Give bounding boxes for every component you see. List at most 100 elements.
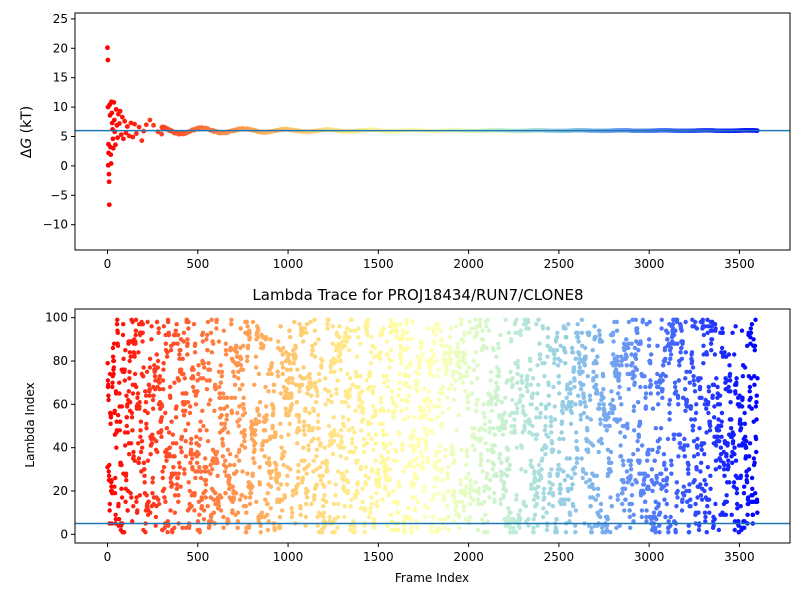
lambda-point (324, 460, 330, 466)
lambda-point (373, 458, 378, 463)
lambda-point (171, 464, 176, 470)
delta-g-x-tick-label: 1500 (363, 257, 394, 271)
lambda-point (178, 347, 183, 353)
lambda-point (432, 341, 437, 346)
lambda-point (135, 441, 141, 446)
lambda-point (368, 510, 373, 515)
lambda-point (154, 352, 159, 357)
lambda-point (478, 462, 483, 468)
lambda-point (143, 399, 149, 405)
lambda-point (614, 319, 620, 325)
lambda-point (575, 456, 580, 461)
lambda-point (295, 367, 300, 372)
lambda-point (371, 447, 376, 453)
lambda-point (473, 350, 479, 355)
lambda-point (192, 350, 198, 355)
lambda-point (475, 527, 481, 533)
lambda-point (354, 354, 360, 359)
lambda-point (751, 337, 756, 342)
lambda-point (488, 477, 493, 483)
lambda-point (131, 503, 136, 509)
lambda-point (352, 328, 358, 333)
lambda-point (540, 326, 546, 331)
lambda-point (594, 473, 600, 479)
lambda-point (436, 367, 441, 372)
lambda-point (406, 373, 412, 379)
lambda-point (633, 352, 638, 357)
lambda-point (618, 354, 624, 359)
lambda-point (152, 373, 158, 379)
lambda-point (399, 345, 405, 351)
lambda-point (232, 373, 237, 379)
lambda-point (300, 330, 306, 336)
lambda-point (366, 475, 371, 481)
lambda-point (435, 415, 440, 420)
lambda-point (564, 395, 569, 401)
lambda-point (527, 419, 532, 424)
lambda-point (157, 386, 162, 392)
lambda-point (535, 363, 540, 368)
lambda-point (609, 460, 614, 466)
lambda-point (258, 529, 263, 535)
lambda-point (684, 397, 690, 403)
lambda-point (563, 350, 568, 355)
lambda-point (277, 525, 283, 531)
lambda-point (369, 495, 374, 500)
lambda-point (611, 406, 617, 411)
lambda-point (129, 410, 135, 416)
lambda-point (639, 508, 645, 513)
lambda-trace-x-tick-label: 1500 (363, 550, 394, 564)
lambda-point (417, 404, 423, 409)
lambda-point (451, 397, 457, 403)
lambda-point (496, 345, 501, 351)
lambda-point (266, 519, 271, 524)
lambda-point (559, 430, 564, 435)
lambda-point (361, 436, 367, 442)
lambda-point (604, 428, 609, 433)
lambda-point (203, 495, 208, 500)
lambda-point (279, 360, 285, 366)
lambda-point (338, 428, 344, 433)
lambda-point (263, 497, 268, 502)
lambda-point (352, 430, 357, 435)
lambda-point (695, 436, 700, 442)
lambda-point (191, 451, 197, 457)
lambda-point (250, 319, 256, 325)
lambda-point (545, 334, 551, 340)
lambda-point (681, 447, 686, 453)
lambda-point (312, 328, 317, 333)
lambda-point (170, 441, 176, 446)
lambda-point (160, 475, 165, 481)
lambda-point (433, 460, 438, 466)
lambda-point (335, 469, 341, 474)
lambda-point (747, 441, 753, 446)
lambda-point (372, 354, 378, 359)
lambda-point (452, 490, 457, 496)
lambda-point (199, 497, 204, 502)
lambda-point (146, 499, 151, 505)
lambda-point (234, 354, 240, 359)
lambda-point (399, 360, 404, 366)
lambda-point (197, 464, 202, 470)
lambda-point (111, 358, 117, 364)
lambda-point (444, 358, 449, 364)
lambda-point (637, 458, 642, 463)
lambda-point (119, 486, 124, 492)
lambda-point (581, 382, 586, 388)
lambda-point (187, 488, 193, 494)
lambda-point (696, 527, 702, 533)
lambda-point (313, 380, 318, 385)
lambda-point (430, 514, 436, 520)
lambda-point (331, 415, 336, 420)
lambda-point (608, 402, 613, 407)
lambda-point (637, 421, 643, 427)
lambda-point (252, 382, 257, 388)
lambda-point (179, 434, 185, 440)
lambda-trace-x-ticks: 0 500 1000 1500 2000 2500 3000 3500 (104, 543, 755, 564)
lambda-point (448, 350, 453, 355)
lambda-point (542, 428, 548, 433)
lambda-point (479, 436, 484, 442)
lambda-point (271, 382, 277, 388)
lambda-point (492, 443, 497, 448)
lambda-point (347, 334, 352, 340)
